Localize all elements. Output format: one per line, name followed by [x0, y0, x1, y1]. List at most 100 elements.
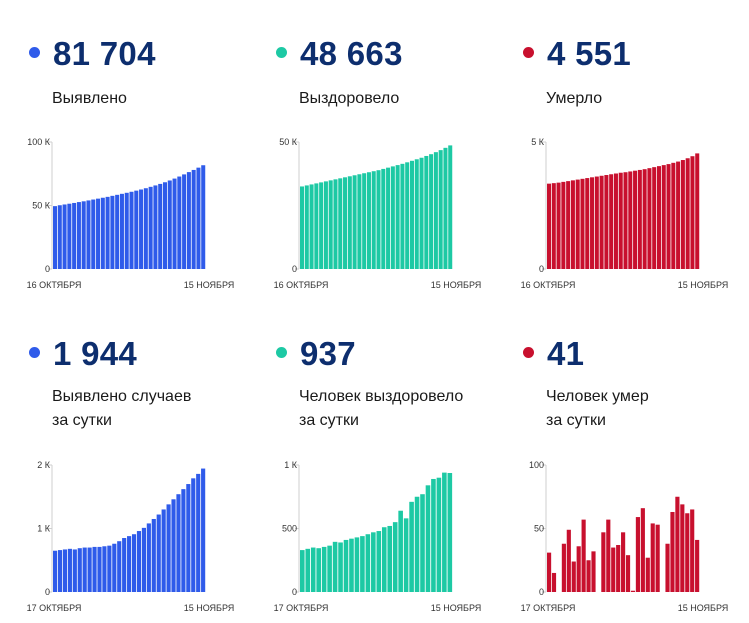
deaths-total-label: Умерло: [546, 90, 603, 107]
chart-bar: [323, 181, 328, 269]
chart-bar: [604, 175, 609, 269]
chart-bar: [403, 518, 409, 592]
chart-bar: [621, 532, 626, 592]
cases-daily-label: Выявлено случаев за сутки: [52, 388, 192, 429]
chart-bar: [661, 165, 666, 269]
chart-bar: [414, 496, 420, 592]
chart-bar: [96, 198, 101, 269]
recovered-daily-value: 937: [300, 335, 356, 372]
chart-bar: [650, 523, 655, 592]
chart-bar: [357, 174, 362, 269]
chart-bar: [91, 199, 96, 269]
chart-bar: [365, 534, 371, 592]
chart-bar: [601, 532, 606, 592]
chart-bar: [328, 180, 333, 269]
chart-bar: [127, 536, 132, 592]
chart-bar: [586, 560, 591, 592]
x-label-end: 15 НОЯБРЯ: [678, 280, 729, 290]
chart-bar: [171, 499, 176, 592]
recovered-total-value: 48 663: [300, 35, 403, 72]
chart-bar: [319, 182, 324, 269]
chart-bar: [172, 178, 177, 269]
chart-bar: [419, 157, 424, 269]
chart-bar: [429, 154, 434, 269]
chart-bar: [141, 527, 146, 592]
chart-bar: [354, 537, 360, 592]
y-tick-label: 0: [45, 264, 50, 274]
chart-bar: [647, 168, 652, 269]
cases-total-label: Выявлено: [52, 90, 127, 107]
chart-bar: [405, 162, 410, 269]
chart-bar: [131, 534, 137, 592]
y-tick-label: 0: [292, 264, 297, 274]
x-label-start: 17 ОКТЯБРЯ: [521, 603, 576, 613]
chart-bar: [387, 525, 393, 592]
chart-bar: [300, 550, 305, 592]
chart-bar: [443, 147, 448, 269]
chart-bar: [376, 170, 381, 269]
chart-bar: [153, 185, 158, 269]
chart-bar: [655, 524, 660, 592]
chart-bar: [652, 167, 657, 269]
chart-bar: [136, 531, 142, 592]
chart-bar: [431, 478, 436, 592]
chart-bar: [433, 152, 438, 269]
chart-bar: [581, 519, 586, 592]
chart-bar: [105, 196, 110, 269]
x-label-end: 15 НОЯБРЯ: [678, 603, 729, 613]
chart-bar: [409, 501, 414, 592]
chart-bar: [360, 536, 365, 592]
red-dot-icon: [523, 347, 534, 358]
x-label-end: 15 НОЯБРЯ: [431, 280, 482, 290]
x-label-start: 17 ОКТЯБРЯ: [274, 603, 329, 613]
chart-bar: [191, 478, 196, 592]
chart-bar: [72, 202, 77, 269]
chart-bar: [381, 527, 387, 592]
recovered-total-label: Выздоровело: [299, 90, 400, 107]
chart-bar: [571, 561, 576, 592]
chart-bar: [201, 468, 206, 592]
chart-bar: [670, 511, 675, 592]
chart-bar: [117, 541, 122, 592]
chart-bar: [176, 494, 181, 592]
chart-bar: [314, 183, 319, 269]
chart-bar: [97, 546, 102, 592]
chart-bar: [695, 539, 700, 592]
chart-bar: [599, 175, 604, 269]
deaths-total-chart: 0 5 К 16 ОКТЯБРЯ 15 НОЯБРЯ: [521, 137, 729, 290]
chart-bar: [390, 166, 395, 269]
chart-bar: [148, 186, 153, 269]
y-tick-label: 50 К: [279, 137, 298, 147]
y-tick-label: 0: [45, 587, 50, 597]
y-tick-label: 1 К: [284, 460, 298, 470]
chart-bar: [143, 188, 148, 269]
chart-bar: [566, 181, 571, 269]
chart-bar: [395, 165, 400, 269]
chart-bar: [425, 485, 431, 592]
chart-bar: [561, 181, 566, 269]
recovered-daily-label: Человек выздоровело за сутки: [299, 388, 464, 429]
chart-bar: [196, 473, 201, 592]
chart-bar: [566, 529, 571, 592]
chart-bar: [665, 543, 670, 592]
chart-bar: [115, 194, 120, 269]
chart-bar: [447, 473, 453, 592]
chart-bar: [685, 513, 690, 592]
y-tick-label: 0: [292, 587, 297, 597]
chart-bar: [122, 538, 127, 592]
chart-bar: [327, 545, 332, 592]
chart-bar: [181, 489, 186, 592]
blue-dot-icon: [29, 47, 40, 58]
chart-bar: [349, 538, 354, 592]
recovered-total-chart: 0 50 К 16 ОКТЯБРЯ 15 НОЯБРЯ: [274, 137, 482, 290]
x-label-start: 16 ОКТЯБРЯ: [27, 280, 82, 290]
chart-bar: [196, 167, 201, 269]
chart-bar: [352, 175, 357, 269]
recovered-daily-chart: 0 500 1 К 17 ОКТЯБРЯ 15 НОЯБРЯ: [274, 460, 482, 613]
chart-bar: [609, 174, 614, 269]
chart-bar: [585, 178, 590, 269]
y-tick-label: 2 К: [37, 460, 51, 470]
chart-bar: [685, 158, 690, 269]
chart-bar: [633, 170, 638, 269]
chart-bar: [628, 171, 633, 269]
